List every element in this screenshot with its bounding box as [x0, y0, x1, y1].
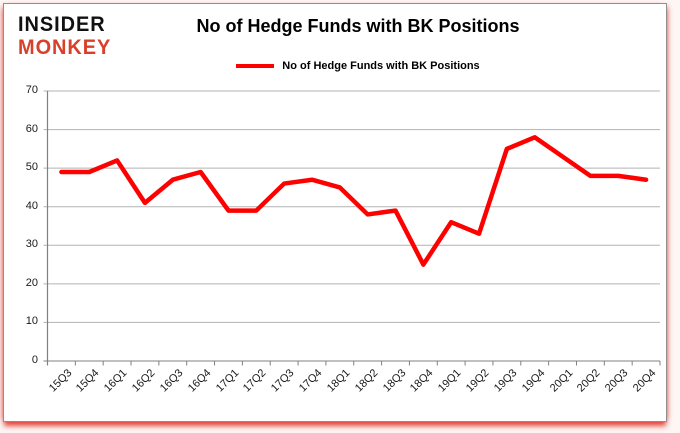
chart-legend: No of Hedge Funds with BK Positions: [52, 58, 664, 74]
y-tick-label: 70: [25, 84, 38, 96]
insider-monkey-logo: INSIDER MONKEY: [18, 13, 111, 59]
logo-line-monkey: MONKEY: [18, 36, 112, 59]
chart-title: No of Hedge Funds with BK Positions: [196, 16, 520, 36]
chart-card: INSIDER MONKEY No of Hedge Funds with BK…: [3, 3, 667, 422]
series-line-hedge-funds: [59, 135, 649, 267]
logo-line-insider: INSIDER: [18, 13, 106, 36]
y-tick-label: 10: [25, 315, 38, 328]
legend-line-swatch: [236, 64, 275, 68]
y-tick-label: 50: [25, 161, 38, 174]
legend-series-label: No of Hedge Funds with BK Positions: [282, 60, 480, 72]
y-tick-label: 30: [25, 238, 38, 251]
y-tick-label: 0: [31, 354, 38, 366]
y-tick-label: 60: [25, 122, 38, 135]
y-tick-label: 40: [25, 199, 38, 212]
y-tick-label: 20: [25, 276, 38, 289]
